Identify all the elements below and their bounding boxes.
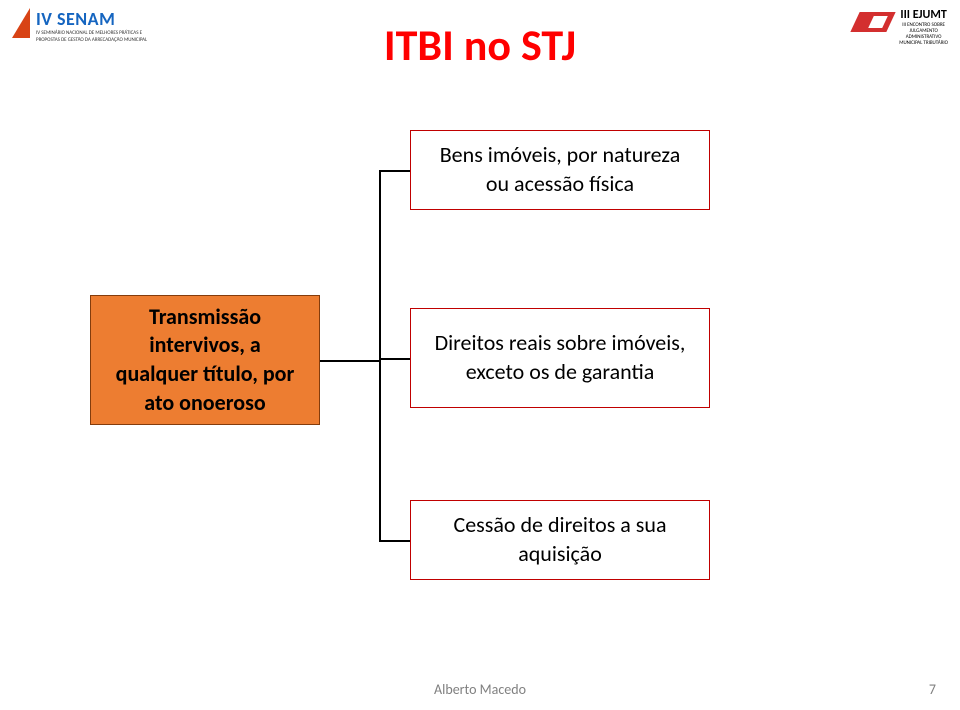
footer-page-number: 7 (929, 681, 936, 698)
diagram-container: Bens imóveis, por natureza ou acessão fí… (0, 120, 960, 620)
slide-title: ITBI no STJ (384, 18, 576, 72)
senam-triangle-icon (12, 8, 30, 38)
footer-author: Alberto Macedo (434, 681, 526, 698)
connector-to-bottom (379, 540, 410, 542)
logo-ejumt: III EJUMT III ENCONTRO SOBRE JULGAMENTO … (855, 8, 948, 46)
node-bens-imoveis: Bens imóveis, por natureza ou acessão fí… (410, 130, 710, 210)
node-transmissao-label: Transmissão intervivos, a qualquer títul… (107, 303, 303, 417)
ejumt-shape-icon (855, 8, 893, 38)
ejumt-text-block: III EJUMT III ENCONTRO SOBRE JULGAMENTO … (899, 8, 948, 46)
senam-text-block: IV SENAM IV SEMINÁRIO NACIONAL DE MELHOR… (36, 8, 147, 43)
node-direitos-reais: Direitos reais sobre imóveis, exceto os … (410, 308, 710, 408)
node-direitos-reais-label: Direitos reais sobre imóveis, exceto os … (427, 329, 693, 386)
node-cessao: Cessão de direitos a sua aquisição (410, 500, 710, 580)
node-cessao-label: Cessão de direitos a sua aquisição (427, 511, 693, 568)
connector-root-stem (320, 360, 380, 362)
ejumt-title: III EJUMT (899, 8, 948, 22)
senam-sub1: IV SEMINÁRIO NACIONAL DE MELHORES PRÁTIC… (36, 31, 147, 37)
logo-senam: IV SENAM IV SEMINÁRIO NACIONAL DE MELHOR… (12, 8, 147, 43)
connector-to-top (379, 170, 410, 172)
ejumt-sub4: MUNICIPAL TRIBUTÁRIO (899, 40, 948, 46)
senam-title: IV SENAM (36, 8, 147, 30)
connector-vertical (379, 170, 381, 540)
node-transmissao: Transmissão intervivos, a qualquer títul… (90, 295, 320, 425)
node-bens-imoveis-label: Bens imóveis, por natureza ou acessão fí… (427, 141, 693, 198)
senam-sub2: PROPOSTAS DE GESTÃO DA ARRECADAÇÃO MUNIC… (36, 38, 147, 44)
connector-to-mid (379, 358, 410, 360)
